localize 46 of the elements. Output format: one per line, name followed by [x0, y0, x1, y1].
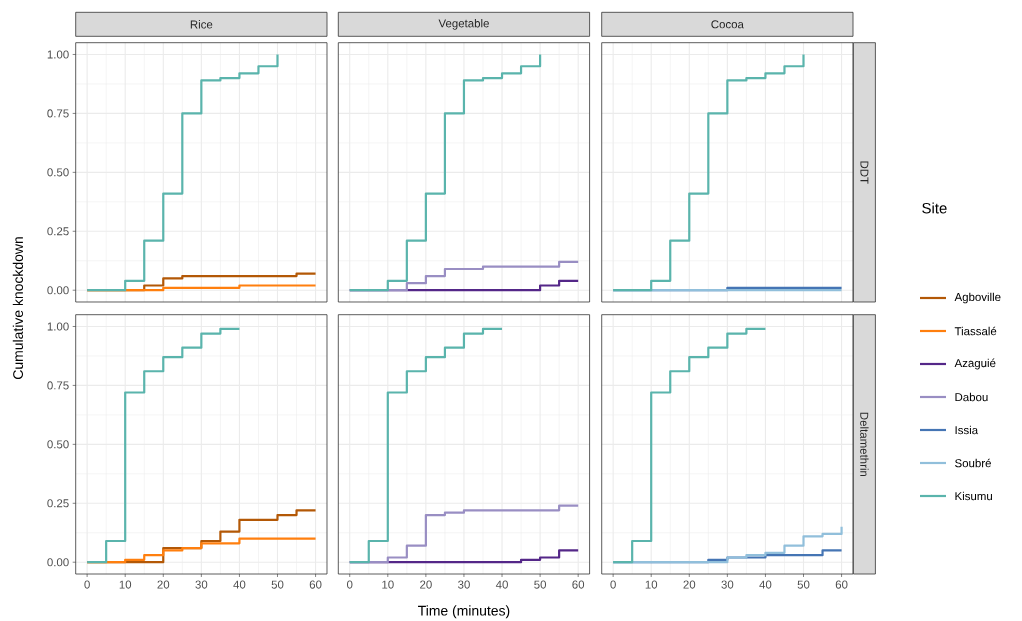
y-tick-label: 0.50 — [47, 440, 69, 449]
x-tick-label: 50 — [534, 580, 547, 589]
x-axis-title: Time (minutes) — [418, 605, 510, 619]
text: Tiassalé — [954, 326, 997, 336]
x-tick-label: 0 — [346, 580, 353, 589]
x-tick-label: 40 — [759, 580, 772, 589]
y-tick-label: 0.25 — [47, 227, 69, 236]
y-tick-label: 0.00 — [47, 286, 69, 295]
x-tick-label: 20 — [683, 580, 696, 589]
x-tick-label: 20 — [420, 580, 432, 589]
y-tick-label: 0.75 — [47, 381, 69, 390]
x-tick-label: 60 — [309, 580, 322, 589]
text: Agboville — [954, 292, 1001, 304]
y-axis-title: Cumulative knockdown — [12, 237, 24, 379]
x-tick-label: 30 — [458, 580, 470, 589]
y-tick-label: 0.25 — [47, 499, 69, 508]
legend-label: Issia — [955, 425, 979, 435]
legend-label: Soubré — [955, 458, 991, 468]
chart-title: Rice — [190, 20, 213, 29]
text: Azaguié — [954, 358, 996, 370]
x-tick-label: 30 — [721, 580, 734, 589]
text: Dabou — [955, 392, 988, 402]
x-tick-label: 60 — [572, 580, 585, 589]
chart-title: Cocoa — [711, 20, 744, 29]
x-tick-label: 10 — [645, 580, 658, 589]
x-tick-label: 0 — [610, 580, 616, 589]
x-tick-label: 0 — [84, 580, 90, 589]
x-tick-label: 40 — [233, 580, 246, 589]
x-tick-label: 10 — [119, 580, 132, 589]
x-tick-label: 50 — [271, 580, 284, 589]
x-tick-label: 10 — [382, 580, 394, 589]
x-tick-label: 40 — [495, 580, 508, 589]
x-tick-label: 60 — [835, 580, 848, 589]
y-tick-label: 0.50 — [47, 168, 69, 177]
x-tick-label: 30 — [195, 580, 208, 589]
chart-title: Vegetable — [438, 18, 489, 30]
y-tick-label: 0.00 — [47, 558, 69, 567]
y-tick-label: 1.00 — [47, 50, 69, 59]
y2-axis-title: Deltamethrin — [860, 412, 869, 477]
x-tick-label: 50 — [797, 580, 810, 589]
y-tick-label: 1.00 — [47, 322, 69, 331]
y2-axis-title: DDT — [860, 161, 869, 184]
legend-title: Site — [922, 202, 947, 214]
text: Kisumu — [955, 491, 992, 501]
y-tick-label: 0.75 — [47, 109, 69, 118]
x-tick-label: 20 — [157, 580, 170, 589]
